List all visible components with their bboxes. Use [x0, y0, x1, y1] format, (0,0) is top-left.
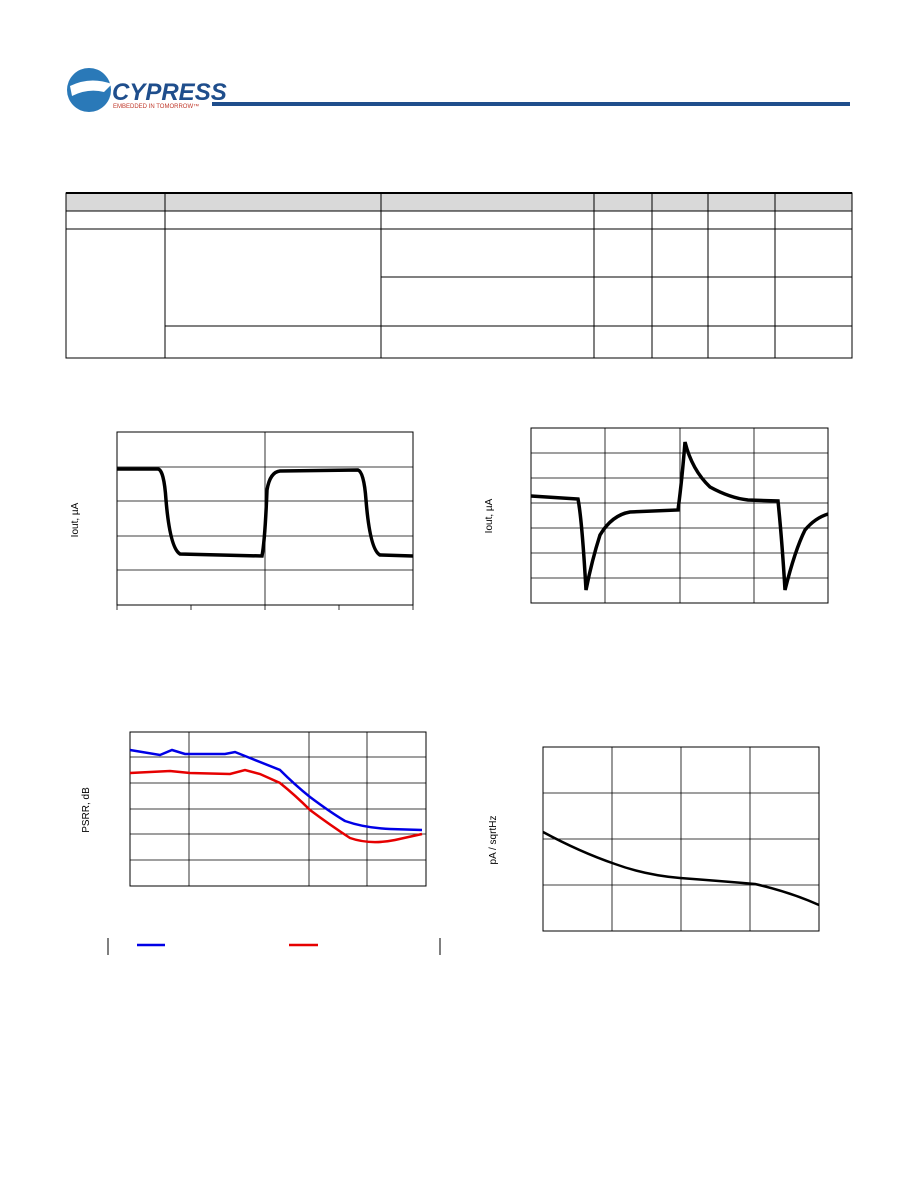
figure-1: Iout, µA	[70, 431, 414, 610]
header-rule	[212, 102, 850, 106]
curve-blue	[129, 748, 423, 832]
y-axis-label: Iout, µA	[70, 502, 81, 537]
grid	[543, 747, 819, 931]
figure-2: Iout, µA	[484, 427, 829, 604]
curve	[542, 830, 820, 907]
curve	[530, 441, 829, 591]
table-border	[65, 192, 853, 359]
tagline: EMBEDDED IN TOMORROW™	[113, 103, 199, 110]
curve-red	[129, 768, 423, 844]
logo: CYPRESS EMBEDDED IN TOMORROW™	[67, 68, 227, 112]
logo-swoosh	[70, 80, 112, 96]
y-axis-label: pA / sqrtHz	[488, 816, 499, 865]
table	[65, 192, 853, 359]
table-header	[65, 192, 853, 212]
figure-4: pA / sqrtHz	[488, 746, 820, 932]
curve	[117, 467, 414, 558]
y-axis-label: Iout, µA	[484, 498, 495, 533]
figure-3: PSRR, dB	[81, 731, 441, 955]
grid	[130, 732, 426, 886]
brand: CYPRESS	[112, 79, 227, 106]
y-axis-label: PSRR, dB	[81, 787, 92, 833]
